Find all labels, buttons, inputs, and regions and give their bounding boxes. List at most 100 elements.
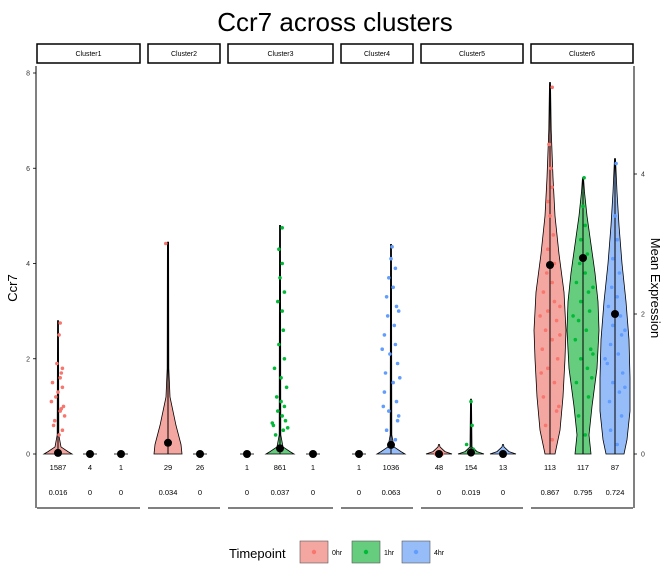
mean-value-label: 0.063 — [382, 488, 401, 497]
timepoint-group: 26 0 — [193, 450, 207, 497]
mean-value-label: 0 — [198, 488, 202, 497]
cell-count-label: 1 — [245, 463, 249, 472]
data-point — [395, 418, 400, 423]
mean-point — [499, 450, 507, 458]
violin-shape — [425, 444, 453, 455]
mean-value-label: 0 — [437, 488, 441, 497]
data-point — [382, 333, 387, 337]
timepoint-group: 10 — [114, 450, 128, 497]
data-point — [623, 328, 627, 333]
cell-count-label: 48 — [435, 463, 443, 472]
data-point — [583, 223, 587, 228]
mean-value-label: 0 — [245, 488, 249, 497]
mean-point — [164, 438, 172, 447]
legend-label: 4hr — [434, 550, 445, 557]
cell-count-label: 861 — [274, 463, 287, 472]
data-point — [55, 361, 59, 366]
cluster-panel: Cluster6 113 0.867 117 0.795 87 0.724 — [530, 43, 634, 509]
timepoint-group: 10 — [352, 450, 366, 497]
mean-value-label: 0.724 — [606, 488, 625, 497]
data-point — [576, 318, 581, 323]
data-point — [603, 357, 607, 361]
mean-value-label: 0.037 — [271, 488, 290, 497]
data-point — [541, 290, 546, 294]
right-tick-label: 0 — [641, 452, 645, 459]
data-point — [394, 304, 399, 309]
data-point — [278, 276, 282, 280]
cluster-strip-label: Cluster3 — [267, 51, 293, 58]
right-axis-title: Mean Expression — [648, 238, 663, 338]
data-point — [616, 352, 621, 356]
mean-point — [243, 450, 251, 458]
data-point — [588, 347, 593, 352]
data-point — [384, 295, 389, 299]
y-tick-label: 0 — [26, 452, 30, 459]
legend-label: 0hr — [332, 550, 343, 557]
data-point — [587, 309, 592, 313]
data-point — [550, 437, 554, 442]
data-point — [381, 404, 386, 409]
mean-point — [276, 444, 284, 453]
data-point — [274, 395, 279, 399]
data-point — [611, 256, 615, 261]
mean-value-label: 0.867 — [541, 488, 560, 497]
data-point — [382, 390, 387, 394]
data-point — [608, 342, 613, 347]
data-point — [279, 376, 283, 380]
timepoint-group: 48 0 — [425, 444, 453, 497]
mean-point — [117, 450, 125, 458]
data-point — [573, 337, 578, 342]
mean-point — [387, 440, 395, 449]
data-point — [557, 404, 561, 409]
data-point — [387, 409, 391, 413]
data-point — [388, 352, 392, 356]
data-point — [538, 314, 542, 318]
data-point — [543, 423, 548, 428]
data-point — [613, 214, 617, 218]
mean-point — [86, 450, 94, 458]
data-point — [577, 261, 582, 266]
cluster-strip — [227, 43, 334, 64]
data-point — [546, 309, 550, 313]
mean-value-label: 0.019 — [462, 488, 481, 497]
data-point — [615, 237, 619, 242]
legend-title: Timepoint — [229, 546, 286, 561]
data-point — [58, 321, 62, 325]
data-point — [464, 442, 469, 447]
data-point — [52, 418, 57, 423]
data-point — [617, 390, 622, 394]
timepoint-group: 861 0.037 — [264, 225, 296, 497]
data-point — [380, 347, 385, 352]
mean-value-label: 0 — [119, 488, 123, 497]
data-point — [61, 404, 66, 409]
mean-value-label: 0 — [501, 488, 505, 497]
mean-value-label: 0 — [311, 488, 315, 497]
data-point — [552, 380, 557, 385]
cluster-strip — [147, 43, 221, 64]
data-point — [574, 380, 579, 385]
legend-entry: 0hr — [299, 540, 343, 564]
data-point — [396, 309, 401, 313]
data-point — [579, 237, 583, 242]
cell-count-label: 26 — [196, 463, 204, 472]
data-point — [619, 414, 624, 418]
data-point — [615, 295, 619, 299]
data-point — [571, 314, 575, 318]
cluster-strip — [36, 43, 141, 64]
data-point — [591, 285, 595, 290]
data-point — [554, 318, 559, 323]
data-point — [276, 409, 280, 413]
mean-point — [579, 254, 587, 262]
data-point — [558, 304, 562, 309]
violin-shape — [489, 444, 517, 455]
mean-point — [309, 450, 317, 458]
data-point — [59, 407, 64, 411]
data-point — [395, 361, 400, 366]
data-point — [550, 185, 554, 190]
timepoint-group: 29 0.034 — [153, 241, 183, 497]
data-point — [283, 418, 288, 423]
data-point — [618, 314, 623, 318]
data-point — [282, 290, 287, 294]
